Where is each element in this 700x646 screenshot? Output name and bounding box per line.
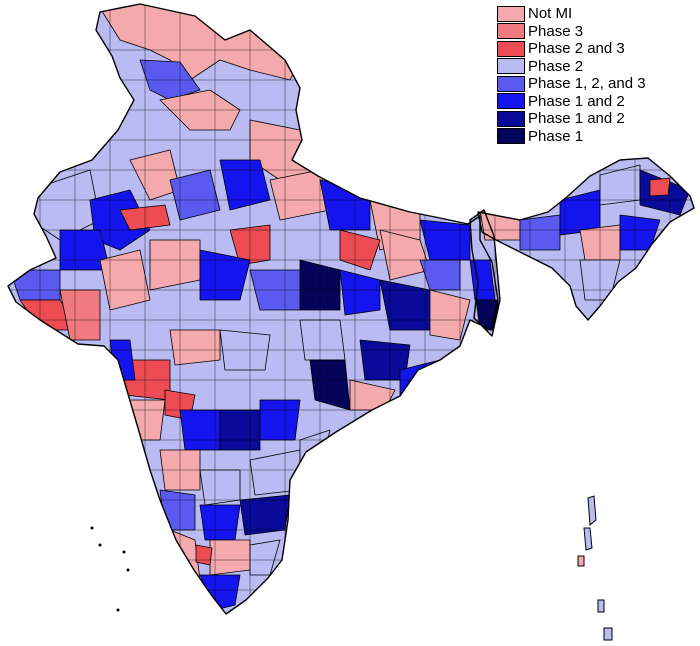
legend-label: Phase 1 and 2 [528, 92, 625, 110]
region-ne-7 [619, 214, 661, 251]
region-tn-4 [199, 574, 241, 611]
legend-label: Phase 1 [528, 127, 584, 145]
legend-item-phase-2-and-3: Phase 2 and 3 [497, 40, 697, 58]
region-ne-2 [519, 214, 561, 251]
legend-swatch [497, 40, 525, 57]
region-karnataka-3 [159, 489, 196, 531]
region-ne-9 [649, 177, 671, 197]
legend-item-phase-2: Phase 2 [497, 58, 697, 76]
region-gujarat-4 [99, 249, 151, 311]
region-karnataka-4 [199, 504, 241, 541]
legend-item-phase-1-2-and-3: Phase 1, 2, and 3 [497, 75, 697, 93]
region-mp-5 [339, 269, 381, 316]
region-telangana-3 [179, 409, 221, 451]
legend-label: Phase 1 and 2 [528, 110, 625, 128]
region-mp-2 [199, 249, 251, 301]
lakshadweep-islands [90, 526, 130, 612]
legend-item-phase-1-and-2-a: Phase 1 and 2 [497, 93, 697, 111]
legend-swatch [497, 75, 525, 92]
legend-swatch [497, 5, 525, 22]
legend-label: Not MI [528, 5, 573, 23]
legend-swatch [497, 128, 525, 145]
region-telangana-2 [259, 399, 301, 441]
legend-item-not-mi: Not MI [497, 5, 697, 23]
legend-item-phase-1: Phase 1 [497, 128, 697, 146]
map-legend: Not MI Phase 3 Phase 2 and 3 Phase 2 Pha… [497, 5, 697, 145]
region-chh-1 [299, 319, 346, 361]
legend-swatch [497, 110, 525, 127]
region-tn-5 [195, 544, 213, 566]
legend-item-phase-3: Phase 3 [497, 23, 697, 41]
legend-swatch [497, 23, 525, 40]
andaman-nicobar-islands [577, 495, 613, 641]
region-maha-4 [169, 329, 221, 366]
region-tn-2 [209, 539, 251, 576]
legend-label: Phase 1, 2, and 3 [528, 75, 646, 93]
legend-label: Phase 3 [528, 22, 584, 40]
legend-swatch [497, 93, 525, 110]
legend-swatch [497, 58, 525, 75]
region-tn-1 [239, 494, 291, 536]
region-telangana-1 [219, 409, 261, 451]
legend-item-phase-1-and-2-b: Phase 1 and 2 [497, 110, 697, 128]
legend-label: Phase 2 [528, 57, 584, 75]
region-rajasthan-5 [169, 169, 221, 221]
legend-label: Phase 2 and 3 [528, 40, 625, 58]
